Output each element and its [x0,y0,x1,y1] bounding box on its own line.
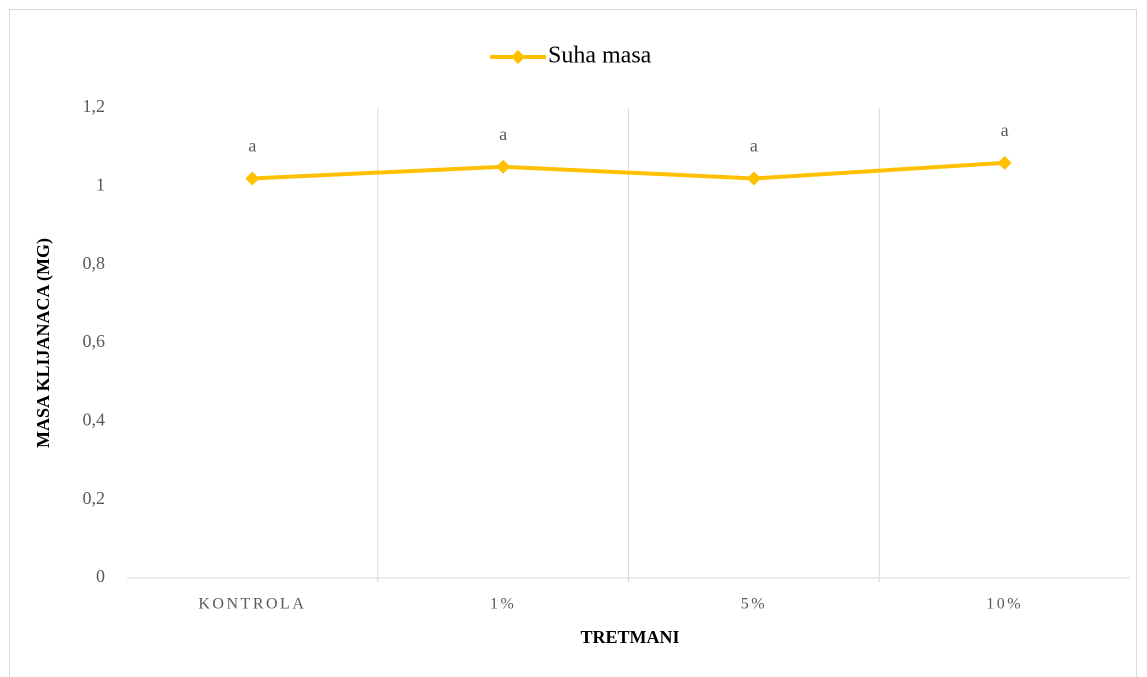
point-marker [245,171,260,186]
x-tick-label: 5% [741,596,767,613]
y-tick-label: 1,2 [83,96,106,116]
x-tick-label: 10% [986,596,1023,613]
point-label: a [750,136,758,156]
point-label: a [499,124,507,144]
y-tick-label: 0,2 [83,488,106,508]
point-marker [746,171,761,186]
y-tick-label: 0,8 [83,253,106,273]
y-tick-label: 0,6 [83,331,106,351]
point-marker [997,155,1012,170]
point-marker [496,159,511,174]
data-line [252,160,1005,181]
y-axis-title: MASA KLIJANACA (MG) [33,238,54,448]
y-tick-label: 0 [96,566,105,586]
y-tick-label: 1 [96,174,105,194]
legend-marker [511,50,525,64]
x-tick-label: 1% [490,596,516,613]
point-label: a [1001,120,1009,140]
point-label: a [248,136,256,156]
x-tick-label: KONTROLA [198,596,306,613]
x-axis-title: TRETMANI [580,627,679,647]
legend-label: Suha masa [548,43,652,69]
y-tick-label: 0,4 [83,409,106,429]
chart-border [9,9,1137,677]
